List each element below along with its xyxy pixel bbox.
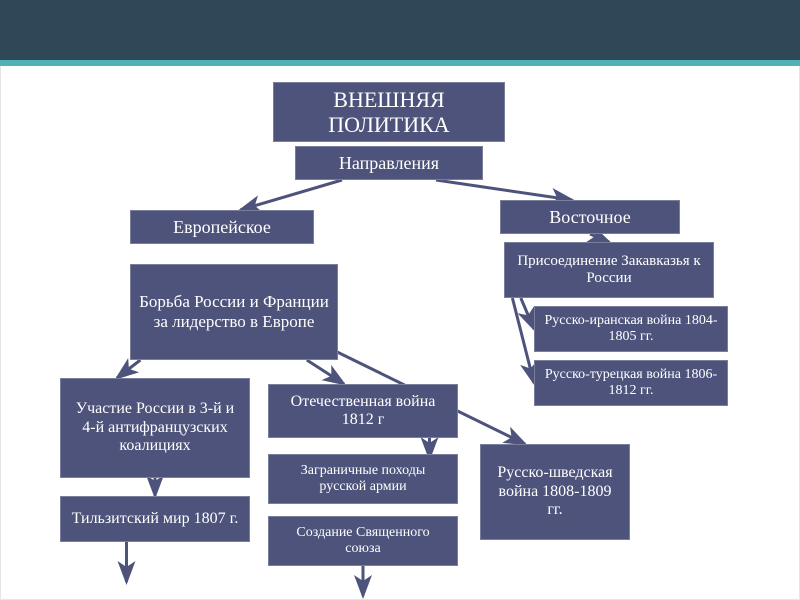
node-root: ВНЕШНЯЯ ПОЛИТИКА bbox=[273, 82, 505, 142]
slide-canvas: ВНЕШНЯЯ ПОЛИТИКА Направления Европейское Во… bbox=[0, 0, 800, 600]
node-turk: Русско-турецкая война 1806-1812 гг. bbox=[534, 360, 728, 406]
node-swed: Русско-шведская война 1808-1809 гг. bbox=[480, 444, 630, 540]
edge-fight-coal bbox=[117, 360, 140, 378]
node-war1812: Отечественная война 1812 г bbox=[268, 384, 458, 438]
edge-zakav-turk bbox=[512, 298, 534, 383]
node-fight: Борьба России и Франции за лидерство в Е… bbox=[130, 264, 338, 360]
edge-dirs-east bbox=[436, 180, 572, 200]
edge-zakav-iran bbox=[521, 298, 534, 329]
header-band bbox=[0, 0, 800, 66]
node-holy: Создание Священного союза bbox=[268, 516, 458, 566]
node-euro: Европейское bbox=[130, 210, 314, 244]
node-iran: Русско-иранская война 1804-1805 гг. bbox=[534, 306, 728, 352]
edge-fight-war1812 bbox=[307, 360, 344, 384]
node-foreign: Заграничные походы русской армии bbox=[268, 454, 458, 504]
edge-dirs-euro bbox=[240, 180, 342, 210]
node-tilsit: Тильзитский мир 1807 г. bbox=[60, 496, 250, 542]
edge-east-zakav bbox=[590, 234, 609, 242]
node-east: Восточное bbox=[500, 200, 680, 234]
node-coal: Участие России в 3-й и 4-й антифранцузск… bbox=[60, 378, 250, 478]
node-zakav: Присоединение Закавказья к России bbox=[504, 242, 714, 298]
node-dirs: Направления bbox=[295, 146, 483, 180]
